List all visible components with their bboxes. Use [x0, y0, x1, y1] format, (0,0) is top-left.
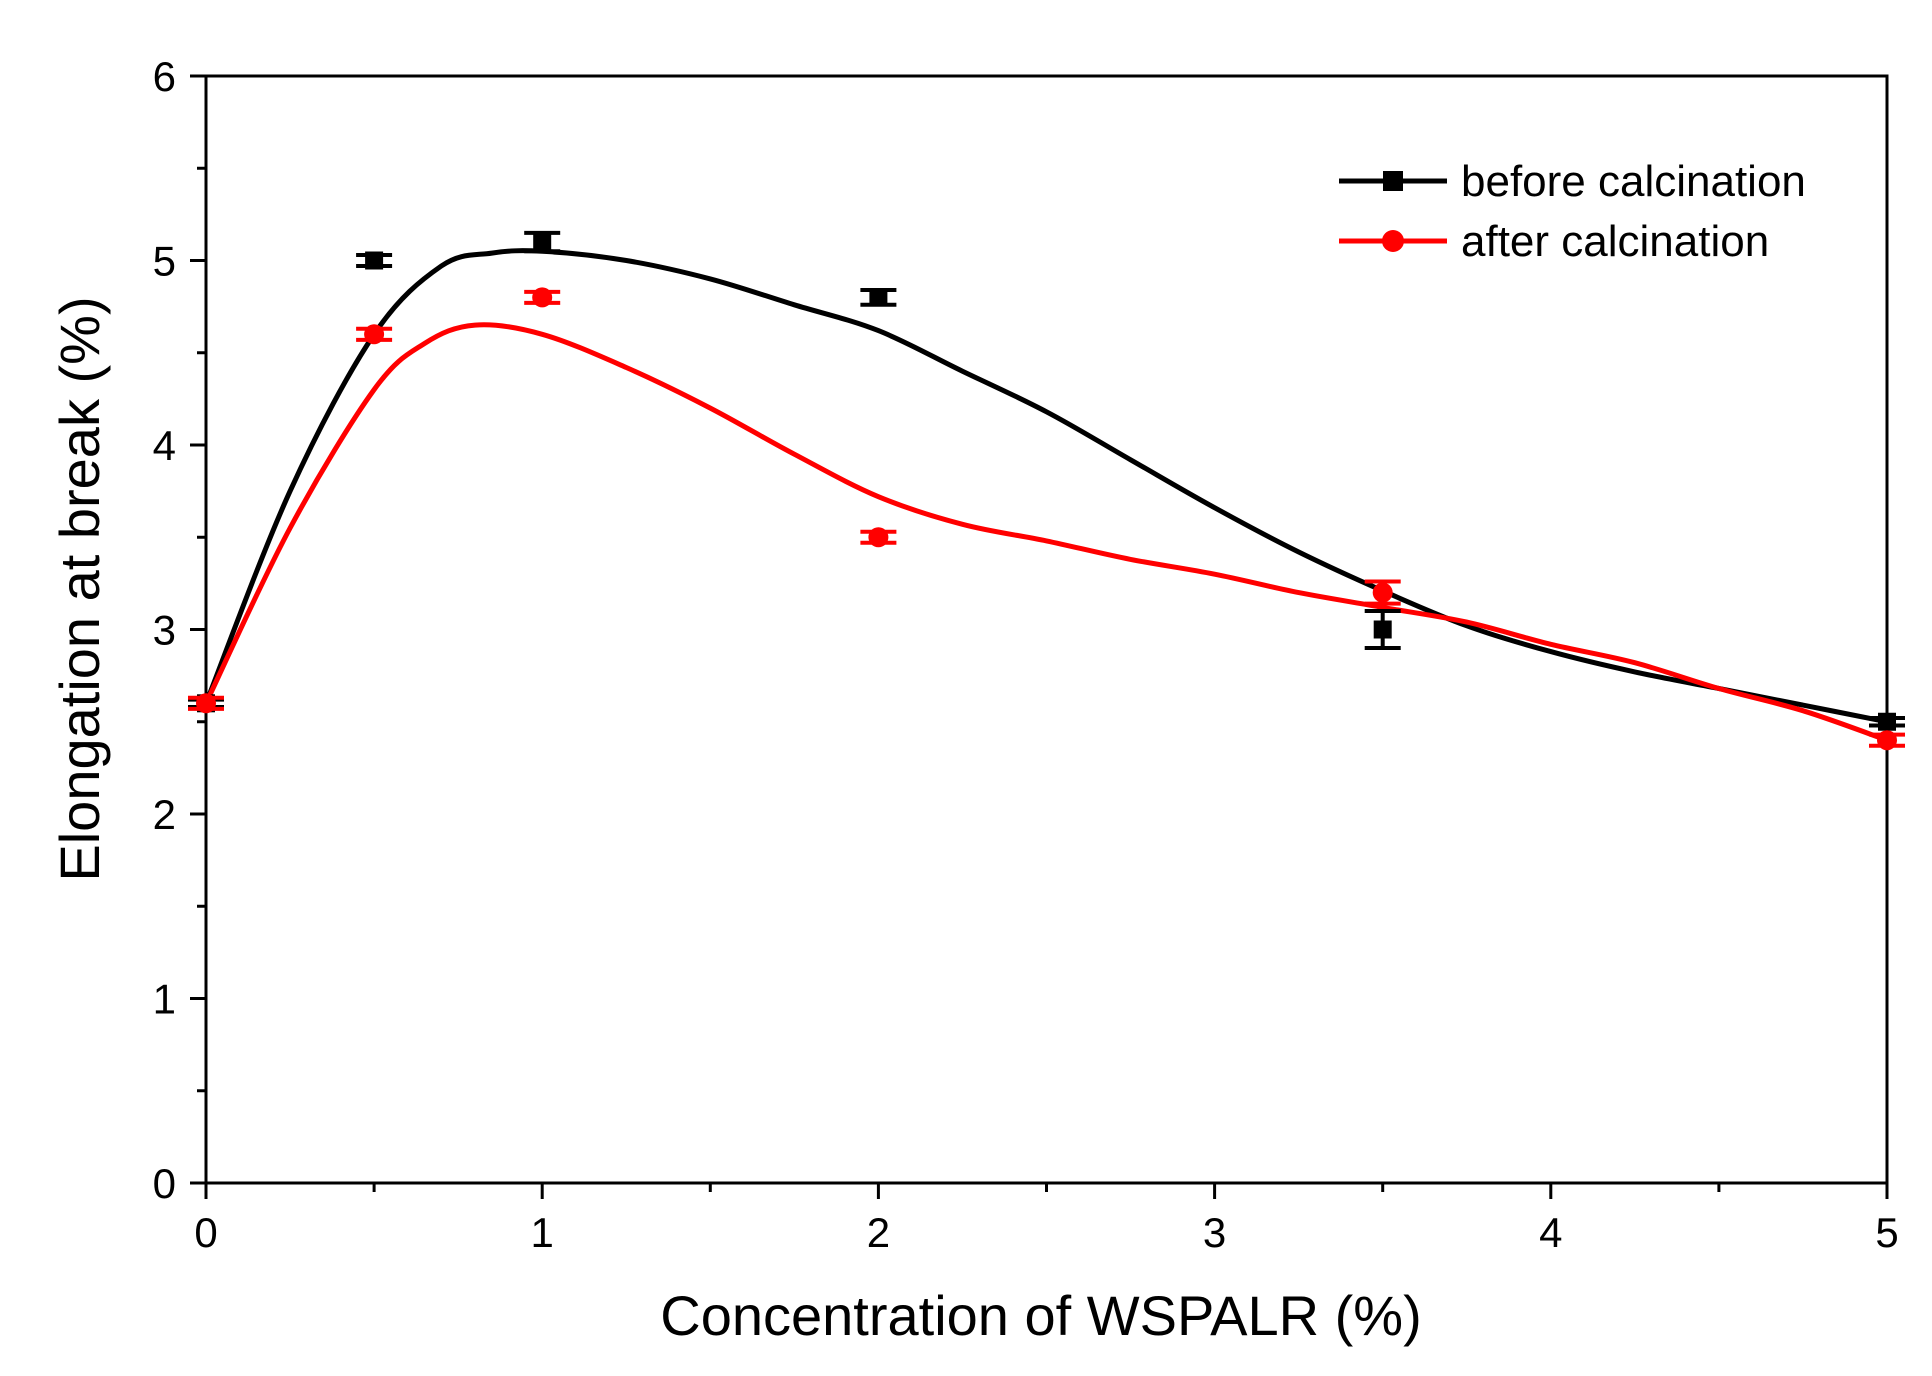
marker-square	[533, 233, 552, 252]
marker-circle	[196, 693, 216, 714]
marker-circle	[364, 324, 385, 345]
marker-square	[1373, 620, 1392, 639]
fit-curves	[203, 248, 1888, 743]
marker-circle	[868, 527, 889, 548]
axis-ticks	[190, 74, 1889, 1199]
data-point-before	[1364, 609, 1401, 650]
x-tick-label: 3	[1203, 1209, 1226, 1256]
legend-label-before: before calcination	[1461, 157, 1806, 206]
fit-curve-after	[203, 322, 1888, 743]
y-tick-label: 2	[153, 791, 176, 838]
data-point-before	[860, 288, 897, 307]
x-tick-label: 2	[867, 1209, 890, 1256]
y-tick-label: 5	[153, 238, 176, 285]
data-point-after	[1364, 579, 1401, 606]
x-tick-label: 5	[1875, 1209, 1898, 1256]
data-points	[188, 230, 1905, 751]
marker-square	[365, 251, 384, 270]
data-point-after	[188, 693, 224, 714]
data-point-before	[1869, 712, 1905, 731]
y-tick-label: 6	[153, 53, 176, 100]
legend-marker-after	[1382, 230, 1404, 252]
x-tick-label: 0	[194, 1209, 217, 1256]
data-point-before	[356, 251, 393, 270]
y-tick-label: 4	[153, 422, 176, 469]
y-tick-label: 1	[153, 976, 176, 1023]
marker-circle	[1372, 582, 1393, 603]
y-axis-title: Elongation at break (%)	[48, 296, 111, 881]
data-point-after	[1869, 730, 1905, 751]
legend: before calcination after calcination	[1339, 157, 1806, 266]
marker-circle	[1877, 730, 1897, 751]
legend-marker-before	[1383, 171, 1403, 191]
marker-circle	[532, 287, 553, 308]
fit-curve-before	[203, 248, 1888, 725]
y-tick-label: 0	[153, 1160, 176, 1207]
y-tick-label: 3	[153, 607, 176, 654]
x-tick-label: 1	[531, 1209, 554, 1256]
data-point-before	[524, 230, 561, 254]
marker-square	[1878, 712, 1896, 731]
marker-square	[869, 288, 888, 307]
data-point-after	[356, 324, 393, 345]
x-axis-title: Concentration of WSPALR (%)	[660, 1284, 1421, 1347]
axis-tick-labels: 0 1 2 3 4 5 0 1 2 3 4 5 6	[153, 53, 1899, 1256]
x-tick-label: 4	[1539, 1209, 1562, 1256]
data-point-after	[860, 527, 897, 548]
data-point-after	[524, 287, 561, 308]
legend-label-after: after calcination	[1461, 217, 1769, 266]
